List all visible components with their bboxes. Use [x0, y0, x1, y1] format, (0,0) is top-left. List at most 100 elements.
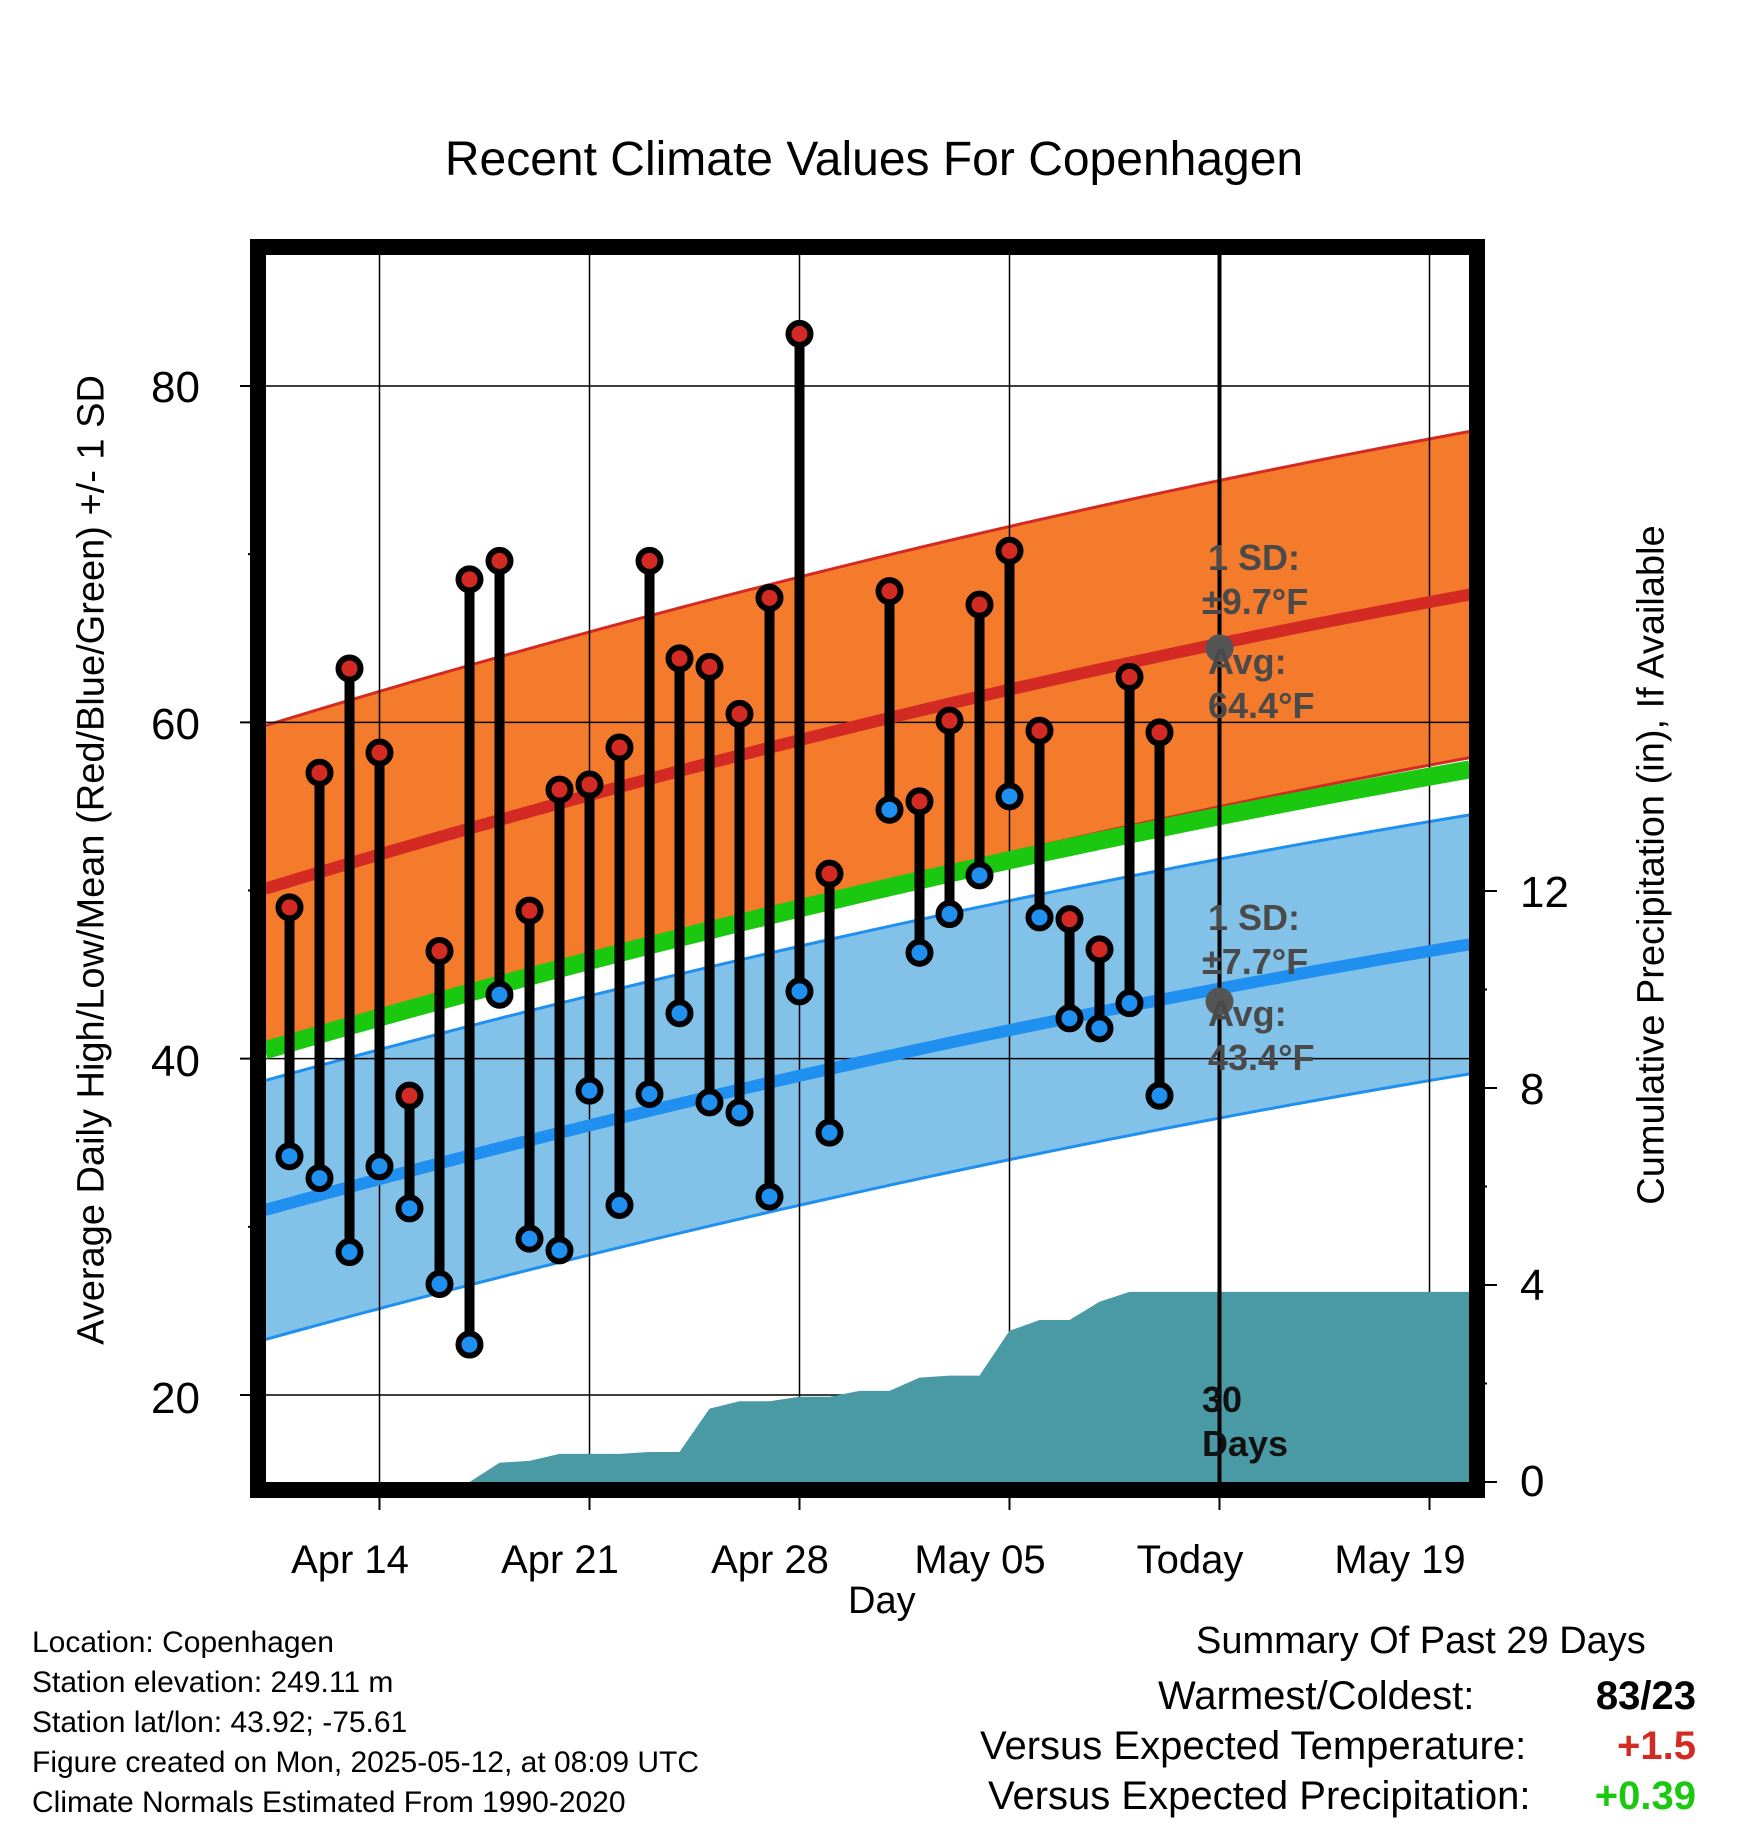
daily-high-point	[1025, 716, 1054, 745]
daily-high-point	[455, 565, 484, 594]
low-sd-value: ±7.7°F	[1202, 941, 1308, 982]
daily-high-point	[605, 733, 634, 762]
daily-low-point	[695, 1088, 724, 1117]
daily-low-point	[635, 1079, 664, 1108]
daily-high-point	[365, 738, 394, 767]
daily-low-point	[515, 1224, 544, 1253]
daily-low-point	[755, 1182, 784, 1211]
daily-high-point	[815, 859, 844, 888]
x-tick-apr14: Apr 14	[291, 1538, 409, 1582]
summary-precip-value: +0.39	[1594, 1774, 1696, 1818]
today-normal-low-marker	[1205, 987, 1234, 1016]
daily-low-point	[335, 1238, 364, 1267]
daily-high-point	[635, 546, 664, 575]
daily-low-point	[815, 1118, 844, 1147]
daily-low-point	[905, 938, 934, 967]
daily-high-point	[575, 770, 604, 799]
daily-high-point	[1145, 718, 1174, 747]
x-tick-today: Today	[1136, 1538, 1244, 1582]
info-latlon: Station lat/lon: 43.92; -75.61	[32, 1706, 408, 1739]
daily-high-point	[485, 546, 514, 575]
y-tick-right-4: 4	[1520, 1261, 1545, 1310]
high-avg-label: Avg:	[1208, 641, 1287, 682]
daily-high-point	[545, 775, 574, 804]
plot-frame	[250, 239, 1485, 1498]
low-avg-label: Avg:	[1208, 993, 1287, 1034]
daily-low-point	[725, 1098, 754, 1127]
daily-low-point	[365, 1152, 394, 1181]
x-tick-apr28: Apr 28	[711, 1538, 829, 1582]
low-sd-label: 1 SD:	[1208, 897, 1300, 938]
info-location: Location: Copenhagen	[32, 1626, 334, 1659]
y-tick-right-8: 8	[1520, 1065, 1545, 1114]
daily-high-point	[935, 706, 964, 735]
daily-low-point	[395, 1194, 424, 1223]
daily-high-point	[755, 583, 784, 612]
y-tick-right-12: 12	[1520, 868, 1569, 917]
daily-low-point	[575, 1076, 604, 1105]
daily-high-point	[905, 787, 934, 816]
normal-high-band	[265, 431, 1470, 1052]
y-tick-left-40: 40	[151, 1037, 200, 1086]
daily-low-point	[935, 900, 964, 929]
info-elevation: Station elevation: 249.11 m	[32, 1666, 394, 1699]
summary-temp-label: Versus Expected Temperature:	[980, 1724, 1527, 1768]
summary-warm-cold-label: Warmest/Coldest:	[1158, 1674, 1475, 1718]
y-tick-right-0: 0	[1520, 1457, 1545, 1506]
y-axis-label-right: Cumulative Precipitation (in), If Availa…	[1630, 525, 1673, 1205]
daily-low-point	[425, 1270, 454, 1299]
y-axis-label-left: Average Daily High/Low/Mean (Red/Blue/Gr…	[70, 375, 113, 1345]
x-axis-label: Day	[848, 1580, 916, 1622]
today-normal-high-marker	[1205, 634, 1234, 663]
daily-low-point	[275, 1142, 304, 1171]
daily-low-point	[1115, 989, 1144, 1018]
daily-low-point	[875, 795, 904, 824]
daily-high-point	[305, 758, 334, 787]
daily-high-point	[875, 577, 904, 606]
daily-low-point	[455, 1330, 484, 1359]
daily-low-point	[1145, 1081, 1174, 1110]
daily-high-point	[425, 937, 454, 966]
daily-high-point	[695, 652, 724, 681]
info-created: Figure created on Mon, 2025-05-12, at 08…	[32, 1746, 700, 1779]
daily-high-point	[395, 1081, 424, 1110]
days-unit-label: Days	[1202, 1423, 1288, 1464]
daily-high-point	[515, 896, 544, 925]
chart-title: Recent Climate Values For Copenhagen	[444, 133, 1304, 186]
normal-low-band	[265, 814, 1470, 1340]
x-tick-apr21: Apr 21	[501, 1538, 619, 1582]
daily-high-point	[1085, 935, 1114, 964]
daily-low-point	[605, 1190, 634, 1219]
daily-high-point	[995, 536, 1024, 565]
summary-title: Summary Of Past 29 Days	[1196, 1620, 1646, 1662]
y-tick-left-80: 80	[151, 363, 200, 412]
high-sd-label: 1 SD:	[1208, 537, 1300, 578]
x-tick-may19: May 19	[1334, 1538, 1466, 1582]
daily-low-point	[545, 1236, 574, 1265]
daily-low-point	[485, 980, 514, 1009]
daily-low-point	[1025, 903, 1054, 932]
low-avg-value: 43.4°F	[1208, 1037, 1314, 1078]
x-tick-may05: May 05	[914, 1538, 1046, 1582]
daily-high-point	[1115, 662, 1144, 691]
y-tick-left-20: 20	[151, 1374, 200, 1423]
daily-low-point	[785, 977, 814, 1006]
summary-warm-cold-value: 83/23	[1595, 1674, 1696, 1718]
daily-high-point	[965, 590, 994, 619]
daily-high-point	[335, 654, 364, 683]
high-sd-value: ±9.7°F	[1202, 581, 1308, 622]
info-normals: Climate Normals Estimated From 1990-2020	[32, 1786, 626, 1819]
high-avg-value: 64.4°F	[1208, 685, 1314, 726]
daily-low-point	[665, 999, 694, 1028]
daily-high-point	[785, 319, 814, 348]
daily-high-point	[665, 644, 694, 673]
daily-low-point	[1085, 1014, 1114, 1043]
precip-area	[289, 1291, 1470, 1482]
summary-temp-value: +1.5	[1617, 1724, 1696, 1768]
daily-low-point	[305, 1164, 334, 1193]
y-tick-left-60: 60	[151, 700, 200, 749]
days-count-label: 30	[1202, 1379, 1242, 1420]
summary-precip-label: Versus Expected Precipitation:	[988, 1774, 1531, 1818]
daily-high-point	[275, 893, 304, 922]
